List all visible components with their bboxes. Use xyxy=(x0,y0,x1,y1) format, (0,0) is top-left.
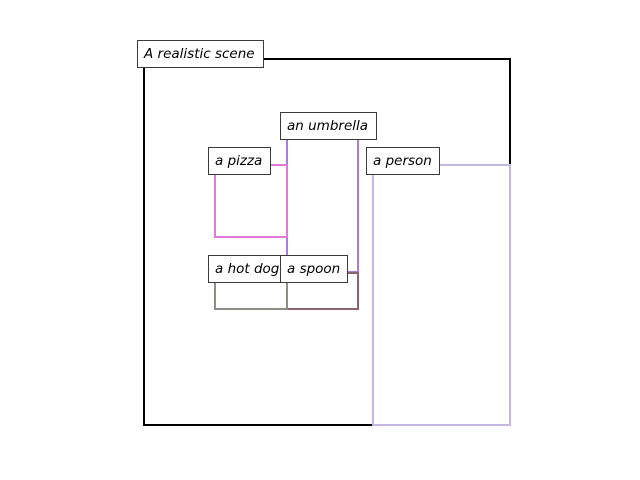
pizza-label: a pizza xyxy=(208,147,271,175)
scene-caption: A realistic scene xyxy=(137,40,264,68)
spoon-label-text: a spoon xyxy=(287,261,340,277)
umbrella-box xyxy=(286,129,359,273)
hotdog-label: a hot dog xyxy=(208,255,287,283)
person-box xyxy=(372,164,511,426)
umbrella-label-text: an umbrella xyxy=(287,118,368,134)
spoon-label: a spoon xyxy=(280,255,348,283)
umbrella-label: an umbrella xyxy=(280,112,377,140)
person-label: a person xyxy=(366,147,440,175)
pizza-box xyxy=(214,164,288,238)
person-label-text: a person xyxy=(373,153,432,169)
scene-caption-text: A realistic scene xyxy=(143,46,255,62)
hotdog-label-text: a hot dog xyxy=(215,261,280,277)
pizza-label-text: a pizza xyxy=(215,153,262,169)
